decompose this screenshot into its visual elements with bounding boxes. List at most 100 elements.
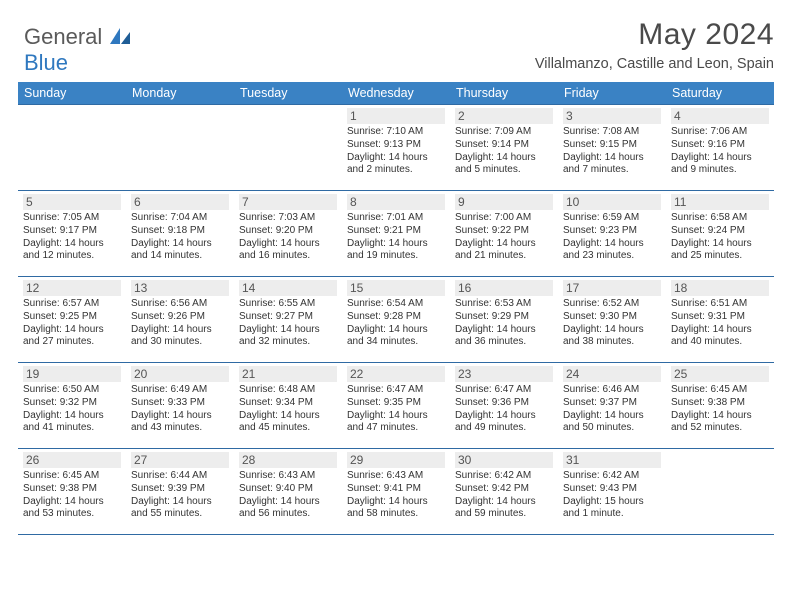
sunrise-text: Sunrise: 7:06 AM — [671, 126, 769, 139]
sunrise-text: Sunrise: 6:54 AM — [347, 298, 445, 311]
day-info: Sunrise: 6:50 AMSunset: 9:32 PMDaylight:… — [23, 384, 121, 435]
calendar-cell: 12Sunrise: 6:57 AMSunset: 9:25 PMDayligh… — [18, 277, 126, 363]
daylight-text: Daylight: 14 hours and 21 minutes. — [455, 238, 553, 264]
weekday-header: Friday — [558, 82, 666, 105]
daylight-text: Daylight: 14 hours and 14 minutes. — [131, 238, 229, 264]
day-number: 16 — [455, 280, 553, 296]
weekday-header: Monday — [126, 82, 234, 105]
day-info: Sunrise: 6:43 AMSunset: 9:41 PMDaylight:… — [347, 470, 445, 521]
day-number: 15 — [347, 280, 445, 296]
sunset-text: Sunset: 9:39 PM — [131, 483, 229, 496]
day-info: Sunrise: 6:42 AMSunset: 9:42 PMDaylight:… — [455, 470, 553, 521]
calendar-cell: 25Sunrise: 6:45 AMSunset: 9:38 PMDayligh… — [666, 363, 774, 449]
sunrise-text: Sunrise: 6:43 AM — [239, 470, 337, 483]
sunrise-text: Sunrise: 6:59 AM — [563, 212, 661, 225]
day-info: Sunrise: 6:55 AMSunset: 9:27 PMDaylight:… — [239, 298, 337, 349]
day-number: 4 — [671, 108, 769, 124]
weekday-header: Wednesday — [342, 82, 450, 105]
sunset-text: Sunset: 9:26 PM — [131, 311, 229, 324]
daylight-text: Daylight: 14 hours and 52 minutes. — [671, 410, 769, 436]
day-number: 14 — [239, 280, 337, 296]
weekday-header: Sunday — [18, 82, 126, 105]
daylight-text: Daylight: 14 hours and 49 minutes. — [455, 410, 553, 436]
calendar-cell: 16Sunrise: 6:53 AMSunset: 9:29 PMDayligh… — [450, 277, 558, 363]
day-info: Sunrise: 6:45 AMSunset: 9:38 PMDaylight:… — [23, 470, 121, 521]
sunrise-text: Sunrise: 6:42 AM — [455, 470, 553, 483]
calendar-cell: 4 Sunrise: 7:06 AMSunset: 9:16 PMDaylight… — [666, 105, 774, 191]
sunset-text: Sunset: 9:18 PM — [131, 225, 229, 238]
daylight-text: Daylight: 15 hours and 1 minute. — [563, 496, 661, 522]
sunset-text: Sunset: 9:43 PM — [563, 483, 661, 496]
sunrise-text: Sunrise: 6:49 AM — [131, 384, 229, 397]
calendar-cell: 31Sunrise: 6:42 AMSunset: 9:43 PMDayligh… — [558, 449, 666, 535]
day-number: 26 — [23, 452, 121, 468]
day-info: Sunrise: 7:05 AMSunset: 9:17 PMDaylight:… — [23, 212, 121, 263]
calendar-row: 26Sunrise: 6:45 AMSunset: 9:38 PMDayligh… — [18, 449, 774, 535]
day-number: 5 — [23, 194, 121, 210]
sunset-text: Sunset: 9:30 PM — [563, 311, 661, 324]
day-number: 19 — [23, 366, 121, 382]
sunrise-text: Sunrise: 7:00 AM — [455, 212, 553, 225]
day-number: 21 — [239, 366, 337, 382]
sunrise-text: Sunrise: 7:08 AM — [563, 126, 661, 139]
weekday-header: Thursday — [450, 82, 558, 105]
sunset-text: Sunset: 9:21 PM — [347, 225, 445, 238]
day-number: 22 — [347, 366, 445, 382]
sunset-text: Sunset: 9:35 PM — [347, 397, 445, 410]
calendar-cell: 29Sunrise: 6:43 AMSunset: 9:41 PMDayligh… — [342, 449, 450, 535]
sunrise-text: Sunrise: 6:45 AM — [23, 470, 121, 483]
day-info: Sunrise: 6:56 AMSunset: 9:26 PMDaylight:… — [131, 298, 229, 349]
day-number: 10 — [563, 194, 661, 210]
day-number: 27 — [131, 452, 229, 468]
calendar-row: 5 Sunrise: 7:05 AMSunset: 9:17 PMDaylight… — [18, 191, 774, 277]
day-number: 7 — [239, 194, 337, 210]
day-number-blank — [671, 452, 769, 468]
sunset-text: Sunset: 9:16 PM — [671, 139, 769, 152]
sunset-text: Sunset: 9:28 PM — [347, 311, 445, 324]
day-info: Sunrise: 6:42 AMSunset: 9:43 PMDaylight:… — [563, 470, 661, 521]
daylight-text: Daylight: 14 hours and 12 minutes. — [23, 238, 121, 264]
daylight-text: Daylight: 14 hours and 9 minutes. — [671, 152, 769, 178]
calendar-cell: 19 Sunrise: 6:50 AMSunset: 9:32 PMDayligh… — [18, 363, 126, 449]
calendar-cell — [666, 449, 774, 535]
calendar-cell: 14 Sunrise: 6:55 AMSunset: 9:27 PMDayligh… — [234, 277, 342, 363]
sunset-text: Sunset: 9:13 PM — [347, 139, 445, 152]
day-info: Sunrise: 6:54 AMSunset: 9:28 PMDaylight:… — [347, 298, 445, 349]
calendar-cell: 24Sunrise: 6:46 AMSunset: 9:37 PMDayligh… — [558, 363, 666, 449]
sunset-text: Sunset: 9:42 PM — [455, 483, 553, 496]
daylight-text: Daylight: 14 hours and 7 minutes. — [563, 152, 661, 178]
sunset-text: Sunset: 9:23 PM — [563, 225, 661, 238]
daylight-text: Daylight: 14 hours and 19 minutes. — [347, 238, 445, 264]
day-number: 3 — [563, 108, 661, 124]
day-info: Sunrise: 6:49 AMSunset: 9:33 PMDaylight:… — [131, 384, 229, 435]
sunrise-text: Sunrise: 7:01 AM — [347, 212, 445, 225]
sunset-text: Sunset: 9:15 PM — [563, 139, 661, 152]
sunrise-text: Sunrise: 6:51 AM — [671, 298, 769, 311]
daylight-text: Daylight: 14 hours and 30 minutes. — [131, 324, 229, 350]
daylight-text: Daylight: 14 hours and 34 minutes. — [347, 324, 445, 350]
sunset-text: Sunset: 9:41 PM — [347, 483, 445, 496]
day-info: Sunrise: 6:59 AMSunset: 9:23 PMDaylight:… — [563, 212, 661, 263]
sunrise-text: Sunrise: 6:42 AM — [563, 470, 661, 483]
daylight-text: Daylight: 14 hours and 5 minutes. — [455, 152, 553, 178]
sunrise-text: Sunrise: 7:10 AM — [347, 126, 445, 139]
calendar-cell: 3 Sunrise: 7:08 AMSunset: 9:15 PMDaylight… — [558, 105, 666, 191]
sunrise-text: Sunrise: 7:03 AM — [239, 212, 337, 225]
calendar-cell: 6Sunrise: 7:04 AMSunset: 9:18 PMDaylight… — [126, 191, 234, 277]
daylight-text: Daylight: 14 hours and 38 minutes. — [563, 324, 661, 350]
daylight-text: Daylight: 14 hours and 43 minutes. — [131, 410, 229, 436]
page-title: May 2024 — [535, 18, 774, 52]
calendar-cell: 20Sunrise: 6:49 AMSunset: 9:33 PMDayligh… — [126, 363, 234, 449]
day-number: 11 — [671, 194, 769, 210]
sunrise-text: Sunrise: 6:50 AM — [23, 384, 121, 397]
sunrise-text: Sunrise: 6:58 AM — [671, 212, 769, 225]
sunset-text: Sunset: 9:29 PM — [455, 311, 553, 324]
calendar-cell: 18Sunrise: 6:51 AMSunset: 9:31 PMDayligh… — [666, 277, 774, 363]
daylight-text: Daylight: 14 hours and 47 minutes. — [347, 410, 445, 436]
daylight-text: Daylight: 14 hours and 40 minutes. — [671, 324, 769, 350]
sunrise-text: Sunrise: 6:44 AM — [131, 470, 229, 483]
calendar-cell — [234, 105, 342, 191]
day-info: Sunrise: 6:46 AMSunset: 9:37 PMDaylight:… — [563, 384, 661, 435]
sunset-text: Sunset: 9:38 PM — [23, 483, 121, 496]
day-number: 12 — [23, 280, 121, 296]
